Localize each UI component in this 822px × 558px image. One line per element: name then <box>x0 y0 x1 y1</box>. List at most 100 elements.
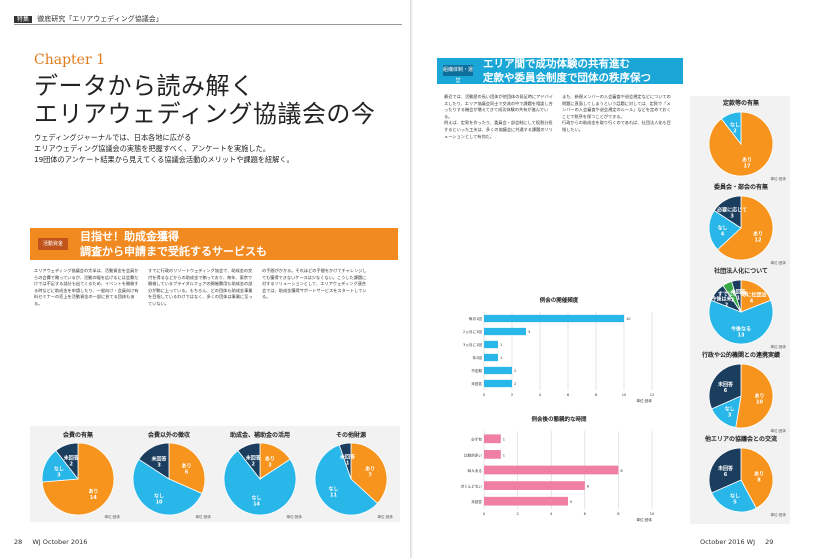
page-number: 28 <box>14 538 23 546</box>
page-gutter <box>410 0 413 558</box>
category-label: 未回答 <box>471 499 482 504</box>
unit-label: 単位:団体 <box>195 515 211 519</box>
running-header: 特集 徹底研究「エリアウェディング協議会」 <box>14 14 163 24</box>
x-tick-label: 4 <box>550 512 553 516</box>
section-heading-line: 目指せ！助成金獲得 <box>80 230 179 243</box>
pie-svg: あり 10 なし 3 未回答 6 <box>708 363 774 429</box>
category-label: 必ず有 <box>471 437 482 442</box>
pie-chart: 定款等の有無 あり 17 なし 2 単位:団体 <box>694 98 788 182</box>
pie-slice-label: 今後なる 13 <box>730 326 751 339</box>
pie-slice <box>138 442 170 480</box>
unit-label: 単位:団体 <box>636 398 652 403</box>
pie-slice-label: あり 14 <box>88 488 98 501</box>
category-label: 年2回 <box>473 355 483 360</box>
body-column-1: エリアウェディング協議会の大半は、活動資金を会員からの会費で賄っているが、活動の… <box>34 268 142 418</box>
header-title: 徹底研究「エリアウェディング協議会」 <box>37 15 163 23</box>
pie-slice-label: あり 3 <box>265 456 275 469</box>
pie-slice-label: なし 10 <box>154 492 164 505</box>
pie-slice <box>314 444 379 516</box>
pie-title: その他財源 <box>335 432 366 439</box>
x-tick-label: 2 <box>516 512 518 516</box>
value-label: 1 <box>500 356 502 360</box>
pie-slice-label: 未回答 6 <box>717 465 734 478</box>
section-heading: 目指せ！助成金獲得 調査から申請まで受託するサービスも <box>80 229 267 259</box>
body-column-5: また、新規メンバーの入会審査や退会規定などについての問題に直面してしまうという話… <box>562 94 672 289</box>
pie-slice <box>168 442 206 494</box>
category-label: 不定期 <box>471 368 482 373</box>
pie-slice-label: 未回答 6 <box>717 381 734 394</box>
pie-svg: あり 6 なし 10 未回答 3 <box>132 442 206 516</box>
pie-title: 定款等の有無 <box>722 100 759 107</box>
x-tick-label: 0 <box>483 393 486 397</box>
pie-slice <box>55 442 79 481</box>
lead-line: ウェディングジャーナルでは、日本各地に広がる <box>34 133 192 142</box>
pie-chart: 委員会・部会の有無 あり 12 なし 4 必要に応じて 3 単位:団体 <box>694 182 788 266</box>
body-text: すでに行政のリゾートウェディング協会で、助成金の交付を得るなどからの助成金で賄っ… <box>148 268 253 306</box>
footer-left: 28 WJ October 2016 <box>14 538 87 546</box>
pie-slice <box>338 442 352 480</box>
chapter-label: Chapter 1 <box>34 52 105 68</box>
pie-slice <box>223 450 297 516</box>
unit-label: 単位:団体 <box>770 513 786 517</box>
unit-label: 単位:団体 <box>770 261 786 265</box>
category-label: 毎月1回 <box>469 316 482 321</box>
footer-right: October 2016 WJ 29 <box>700 538 773 546</box>
pie-slice-label: 未回答 1 <box>730 289 747 302</box>
pie-slice-label: なし 3 <box>725 406 735 419</box>
value-label: 5 <box>570 500 572 504</box>
x-tick-label: 6 <box>567 393 570 397</box>
bar <box>484 496 568 506</box>
lead-line: エリアウェディング協議会の実態を把握すべく、アンケートを実施した。 <box>34 144 270 153</box>
pie-chart: その他財源 あり 7 なし 11 未回答 1 単位:団体 <box>307 430 395 520</box>
pie-slice-label: 未回答 1 <box>339 453 356 466</box>
pie-slice <box>132 458 203 516</box>
pie-slice-label: 未回答 2 <box>245 454 262 467</box>
section-heading: エリア間で成功体験の共有進む 定款や委員会制度で団体の秩序保つ <box>483 57 651 85</box>
x-tick-label: 6 <box>584 512 587 516</box>
pie-slice-label: あり 6 <box>181 463 191 476</box>
unit-label: 単位:団体 <box>636 517 652 522</box>
category-label: 3ヵ月に1回 <box>463 342 482 347</box>
value-label: 1 <box>503 438 505 442</box>
category-label: ほとんどない <box>461 483 483 488</box>
pie-slice-label: あり 8 <box>754 470 764 483</box>
x-tick-label: 4 <box>539 393 542 397</box>
section-tag: 組織体制・運営 <box>443 65 474 84</box>
value-label: 1 <box>503 453 505 457</box>
pie-slice <box>735 363 774 429</box>
pie-slice <box>731 279 742 313</box>
pie-title: 他エリアの協議会との交流 <box>705 436 777 443</box>
pie-svg: あり 7 なし 11 未回答 1 <box>314 442 388 516</box>
pie-slice <box>720 111 742 146</box>
pie-title: 行政や公的機関との連携実績 <box>702 352 780 359</box>
pie-chart: 会費の有無 あり 14 なし 3 未回答 2 単位:団体 <box>34 430 122 520</box>
value-label: 3 <box>528 330 530 334</box>
body-column-4: 最近では、活動歴の長い団体が他団体の発足時にアドバイスしたり、エリア協議会同士で… <box>444 94 554 289</box>
pie-slice-label: あり 12 <box>753 230 763 243</box>
pie-slice-label: なし 11 <box>329 485 339 498</box>
category-label: 未回答 <box>471 381 482 386</box>
section-heading-line: 定款や委員会制度で団体の秩序保つ <box>483 72 651 84</box>
pie-slice-label: あり 7 <box>365 466 375 479</box>
pie-slice-label: なし 14 <box>252 495 262 508</box>
section-heading-line: 調査から申請まで受託するサービスも <box>80 245 267 258</box>
header-rule <box>14 24 402 25</box>
x-tick-label: 8 <box>595 393 598 397</box>
unit-label: 単位:団体 <box>286 515 302 519</box>
bar <box>484 314 624 323</box>
pie-slice <box>708 209 742 251</box>
bar <box>484 366 512 375</box>
pie-svg: あり 17 なし 2 <box>708 111 774 177</box>
bar <box>484 465 619 475</box>
pie-chart: 他エリアの協議会との交流 あり 8 なし 5 未回答 6 単位:団体 <box>694 434 788 518</box>
unit-label: 単位:団体 <box>770 429 786 433</box>
x-tick-label: 10 <box>622 393 627 397</box>
magazine-name: WJ October 2016 <box>32 538 88 546</box>
page-number: 29 <box>765 538 774 546</box>
body-text: また、新規メンバーの入会審査や退会規定などについての問題に直面してしまうという話… <box>562 94 671 119</box>
chart-title: 例会の開催頻度 <box>539 298 579 304</box>
value-label: 10 <box>626 317 631 321</box>
section-tag: 活動資金 <box>38 238 68 250</box>
section-banner: 活動資金 目指せ！助成金獲得 調査から申請まで受託するサービスも <box>30 228 398 260</box>
